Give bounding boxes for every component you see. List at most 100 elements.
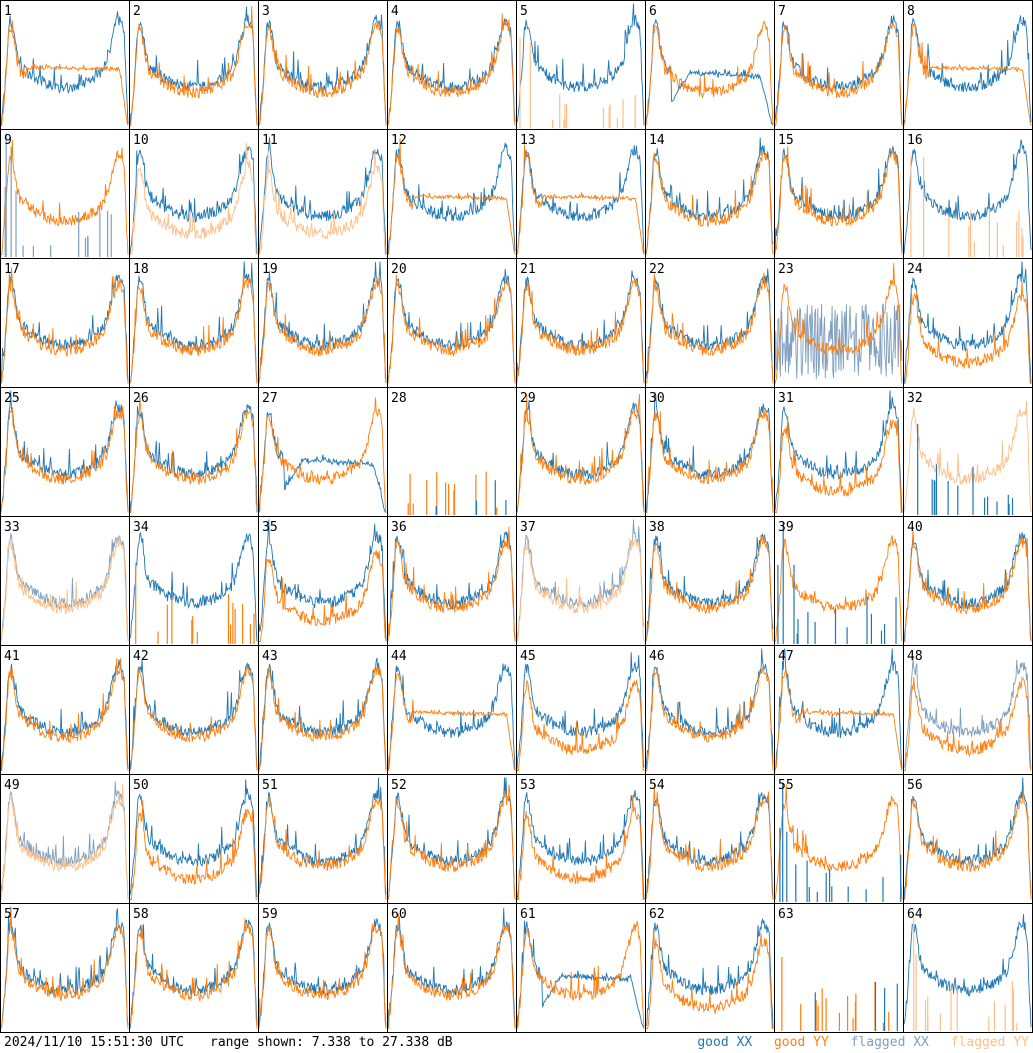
- line-xx: [516, 789, 645, 900]
- tile-16: 16: [903, 129, 1033, 259]
- line-xx: [387, 531, 516, 640]
- tile-number: 8: [907, 4, 915, 19]
- tile-border: [129, 645, 259, 775]
- tile-border: [516, 903, 646, 1033]
- tile-14: 14: [645, 129, 775, 259]
- line-yy: [258, 275, 387, 384]
- line-yy: [129, 269, 258, 384]
- tile-number: 62: [649, 907, 665, 922]
- tile-number: 35: [262, 520, 278, 535]
- line-yy: [904, 529, 1032, 642]
- line-xx: [387, 17, 516, 124]
- line-yy: [516, 393, 645, 513]
- tile-13: 13: [516, 129, 646, 259]
- tile-number: 20: [391, 262, 407, 277]
- line-xx: [258, 261, 387, 384]
- tile-19: 19: [258, 258, 388, 388]
- tile-22: 22: [645, 258, 775, 388]
- tile-number: 25: [4, 391, 20, 406]
- line-xx: [774, 303, 903, 380]
- tile-53: 53: [516, 774, 646, 904]
- tile-number: 10: [133, 133, 149, 148]
- tile-border: [258, 774, 388, 904]
- line-xx: [516, 3, 645, 126]
- line-yy: [258, 923, 387, 1029]
- tile-5: 5: [516, 0, 646, 130]
- line-xx: [903, 777, 1032, 900]
- tile-border: [645, 387, 775, 517]
- tile-number: 49: [4, 778, 20, 793]
- tile-41: 41: [0, 645, 130, 775]
- line-yy: [1, 20, 129, 126]
- line-xx: [258, 777, 387, 895]
- line-yy: [774, 263, 903, 384]
- line-yy: [774, 146, 903, 255]
- tile-54: 54: [645, 774, 775, 904]
- line-yy: [0, 267, 129, 384]
- line-xx: [645, 392, 774, 513]
- legend: good XX good YY flagged XX flagged YY: [683, 1033, 1029, 1053]
- tile-number: 16: [907, 133, 923, 148]
- tile-number: 1: [4, 4, 12, 19]
- tile-1: 1: [0, 0, 130, 130]
- line-xx: [516, 270, 645, 384]
- tile-number: 29: [520, 391, 536, 406]
- tile-number: 15: [778, 133, 794, 148]
- tile-number: 47: [778, 649, 794, 664]
- tile-border: [645, 0, 775, 130]
- tile-number: 26: [133, 391, 149, 406]
- line-xx: [645, 19, 774, 126]
- line-yy: [645, 785, 774, 900]
- line-yy: [259, 149, 386, 255]
- tile-number: 53: [520, 778, 536, 793]
- tile-30: 30: [645, 387, 775, 517]
- line-xx: [387, 663, 516, 771]
- line-xx: [258, 519, 387, 641]
- line-yy: [904, 281, 1031, 384]
- tile-58: 58: [129, 903, 259, 1033]
- tile-63: 63: [774, 903, 904, 1033]
- tile-20: 20: [387, 258, 517, 388]
- line-yy: [774, 21, 903, 126]
- tile-10: 10: [129, 129, 259, 259]
- line-xx: [903, 139, 1032, 254]
- tile-31: 31: [774, 387, 904, 517]
- tile-number: 41: [4, 649, 20, 664]
- line-yy: [258, 664, 387, 771]
- footer: 2024/11/10 15:51:30 UTC range shown: 7.3…: [0, 1033, 1033, 1053]
- tile-2: 2: [129, 0, 259, 130]
- line-yy: [516, 278, 645, 384]
- tile-number: 44: [391, 649, 407, 664]
- line-xx: [516, 519, 645, 640]
- tile-number: 36: [391, 520, 407, 535]
- tile-48: 48: [903, 645, 1033, 775]
- legend-flagged-yy: flagged YY: [950, 1035, 1029, 1050]
- tile-33: 33: [0, 516, 130, 646]
- line-xx: [0, 781, 129, 900]
- tile-number: 21: [520, 262, 536, 277]
- tile-border: [0, 258, 130, 388]
- tile-9: 9: [0, 129, 130, 259]
- tile-number: 50: [133, 778, 149, 793]
- line-xx: [516, 652, 645, 770]
- line-yy: [516, 144, 645, 255]
- line-xx: [258, 657, 387, 771]
- legend-good-yy: good YY: [773, 1035, 829, 1050]
- line-yy: [517, 795, 644, 900]
- tile-number: 17: [4, 262, 20, 277]
- tile-number: 39: [778, 520, 794, 535]
- line-xx: [129, 531, 258, 642]
- line-xx: [774, 15, 903, 126]
- tile-number: 9: [4, 133, 12, 148]
- tile-number: 37: [520, 520, 536, 535]
- tile-border: [645, 129, 775, 259]
- tile-46: 46: [645, 645, 775, 775]
- line-yy: [258, 21, 387, 126]
- tile-6: 6: [645, 0, 775, 130]
- tile-number: 5: [520, 4, 528, 19]
- legend-good-xx: good XX: [697, 1035, 753, 1050]
- tile-number: 46: [649, 649, 665, 664]
- line-xx: [387, 268, 516, 383]
- tile-62: 62: [645, 903, 775, 1033]
- tile-25: 25: [0, 387, 130, 517]
